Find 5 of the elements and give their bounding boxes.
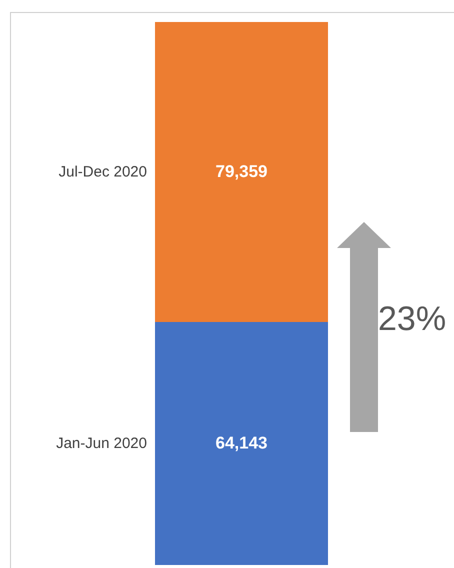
data-label: 79,359: [216, 162, 268, 181]
series-label: Jul-Dec 2020: [58, 163, 147, 180]
series-label: Jan-Jun 2020: [56, 434, 147, 452]
text: 23%: [378, 300, 446, 339]
data-label: 64,143: [216, 433, 268, 452]
